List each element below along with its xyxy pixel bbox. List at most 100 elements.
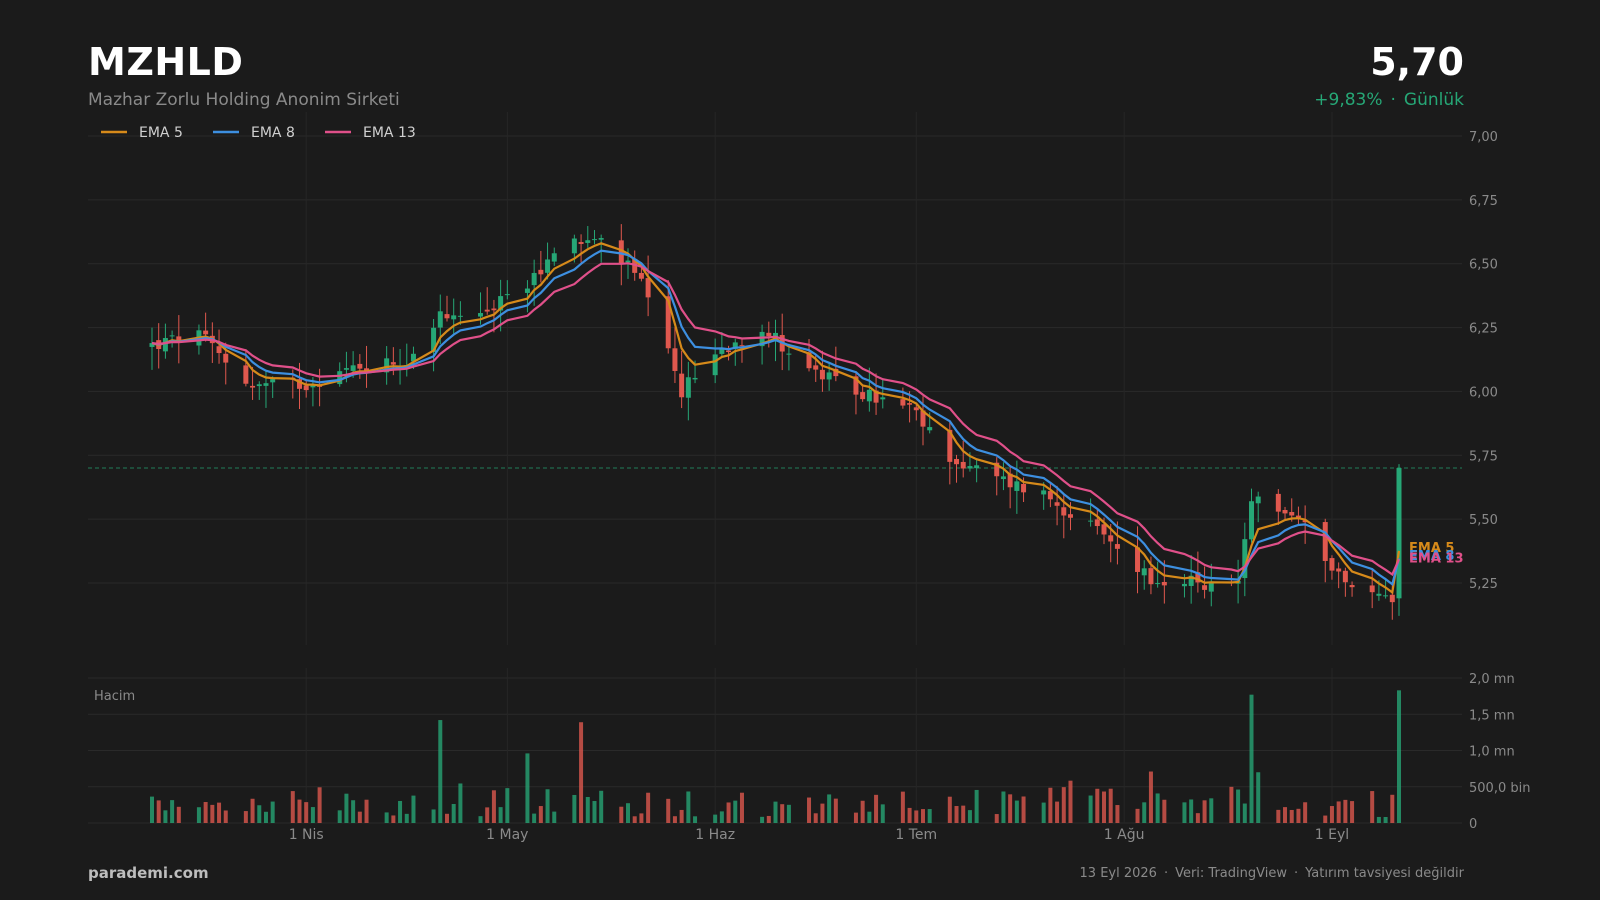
volume-bar bbox=[243, 811, 248, 823]
volume-bar bbox=[1055, 801, 1060, 823]
candle-body bbox=[672, 348, 678, 371]
x-tick-label: 1 Eyl bbox=[1315, 827, 1349, 843]
price-tick-label: 6,50 bbox=[1469, 258, 1498, 273]
candle-body bbox=[1389, 594, 1395, 603]
volume-bar bbox=[176, 806, 181, 823]
volume-bar bbox=[1048, 787, 1053, 823]
brand-name: parademi.com bbox=[88, 864, 209, 882]
candle-body bbox=[739, 345, 745, 347]
volume-bar bbox=[766, 815, 771, 823]
candle-body bbox=[431, 327, 437, 353]
candle-body bbox=[813, 365, 819, 370]
candles bbox=[149, 224, 1402, 620]
separator: · bbox=[1293, 866, 1299, 881]
volume-bar bbox=[398, 800, 403, 823]
candle-body bbox=[357, 363, 363, 369]
volume-bar bbox=[1383, 816, 1388, 823]
candle-body bbox=[638, 272, 644, 279]
candle-body bbox=[732, 342, 738, 349]
candle-body bbox=[1282, 510, 1288, 514]
candle-body bbox=[1155, 583, 1161, 585]
volume-bar bbox=[927, 809, 932, 823]
ema-5-line bbox=[151, 242, 1401, 595]
ema-13-line bbox=[151, 262, 1401, 577]
volume-tick-label: 0 bbox=[1469, 817, 1477, 832]
volume-bar bbox=[820, 803, 825, 823]
candle-body bbox=[1088, 520, 1094, 522]
candle-body bbox=[1342, 570, 1348, 583]
candle-body bbox=[1249, 501, 1255, 540]
volume-bar bbox=[250, 798, 255, 823]
candle-body bbox=[149, 343, 155, 347]
volume-bar bbox=[438, 720, 443, 823]
volume-bar bbox=[196, 807, 201, 823]
candle-body bbox=[712, 354, 718, 376]
candle-body bbox=[390, 362, 396, 365]
volume-bar bbox=[967, 810, 972, 823]
volume-bar bbox=[994, 814, 999, 823]
volume-bar bbox=[585, 796, 590, 823]
candle-body bbox=[216, 346, 222, 354]
candle-body bbox=[484, 309, 490, 312]
volume-bar bbox=[693, 816, 698, 823]
volume-bar bbox=[310, 807, 315, 823]
volume-bar bbox=[444, 813, 449, 823]
candle-body bbox=[1000, 476, 1006, 480]
candle-body bbox=[270, 379, 276, 383]
volume-bar bbox=[639, 813, 644, 823]
volume-bar bbox=[1088, 795, 1093, 823]
volume-bar bbox=[364, 799, 369, 823]
candle-body bbox=[437, 311, 443, 328]
volume-bar bbox=[545, 789, 550, 823]
candle-body bbox=[1094, 519, 1100, 527]
candle-body bbox=[350, 365, 356, 371]
volume-bar bbox=[170, 800, 175, 823]
volume-bar bbox=[156, 800, 161, 823]
volume-bar bbox=[914, 810, 919, 823]
volume-bar bbox=[1323, 815, 1328, 823]
candle-body bbox=[913, 407, 919, 411]
candle-body bbox=[625, 260, 631, 263]
volume-bar bbox=[1329, 806, 1334, 823]
volume-bar bbox=[344, 793, 349, 823]
volume-bar bbox=[1068, 780, 1073, 823]
footer-disclaimer: Yatırım tavsiyesi değildir bbox=[1305, 866, 1464, 881]
candle-body bbox=[873, 390, 879, 403]
volume-bar bbox=[920, 809, 925, 823]
volume-bar bbox=[290, 791, 295, 823]
candle-body bbox=[538, 269, 544, 275]
price-change: +9,83% bbox=[1314, 90, 1383, 110]
candle-body bbox=[967, 466, 973, 469]
x-tick-label: 1 Haz bbox=[695, 827, 735, 843]
volume-bar bbox=[1209, 798, 1214, 823]
candle-body bbox=[1336, 568, 1342, 572]
candle-body bbox=[947, 429, 953, 462]
price-tick-label: 7,00 bbox=[1469, 130, 1498, 145]
volume-bar bbox=[807, 797, 812, 823]
candle-body bbox=[1383, 595, 1389, 597]
candle-body bbox=[1376, 593, 1382, 596]
volume-bar bbox=[733, 800, 738, 823]
volume-bar bbox=[203, 802, 208, 823]
candle-body bbox=[1061, 507, 1067, 516]
candle-body bbox=[1188, 575, 1194, 586]
candle-body bbox=[1289, 512, 1295, 516]
volume-bar bbox=[1370, 791, 1375, 823]
volume-bar bbox=[431, 809, 436, 823]
volume-bar bbox=[498, 807, 503, 823]
legend-label: EMA 8 bbox=[251, 125, 295, 141]
volume-tick-label: 500,0 bin bbox=[1469, 781, 1530, 796]
volume-bar bbox=[1195, 813, 1200, 823]
ema-end-label: EMA 13 bbox=[1409, 551, 1464, 566]
volume-bar bbox=[391, 815, 396, 823]
candle-body bbox=[920, 410, 926, 427]
candle-body bbox=[880, 397, 886, 400]
volume-bar bbox=[827, 794, 832, 823]
candle-body bbox=[223, 353, 229, 363]
ema-8-line bbox=[151, 249, 1401, 587]
candle-body bbox=[1396, 468, 1402, 599]
x-tick-label: 1 Nis bbox=[289, 827, 324, 843]
volume-bars bbox=[150, 690, 1401, 823]
volume-bar bbox=[478, 816, 483, 823]
volume-bar bbox=[532, 813, 537, 823]
